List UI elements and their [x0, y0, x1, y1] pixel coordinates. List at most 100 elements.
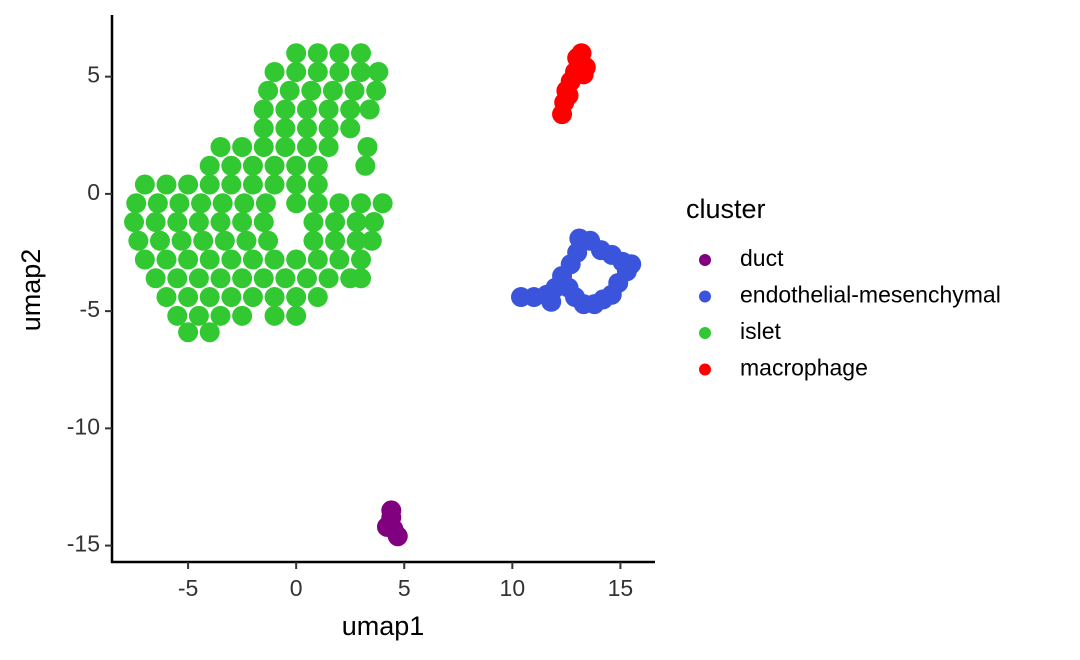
point: [275, 99, 296, 120]
point: [346, 230, 367, 251]
point: [357, 137, 378, 158]
point: [346, 212, 367, 233]
x-tick-label: -5: [178, 575, 198, 601]
point: [307, 193, 328, 214]
point: [264, 249, 285, 270]
point: [361, 230, 382, 251]
point: [147, 193, 168, 214]
point: [221, 249, 242, 270]
point: [167, 212, 188, 233]
x-axis-title: umap1: [342, 611, 425, 641]
point: [255, 193, 276, 214]
legend-marker: [699, 327, 711, 339]
point: [303, 230, 324, 251]
point: [156, 249, 177, 270]
legend-marker: [699, 254, 711, 266]
point: [340, 118, 361, 139]
x-tick-label: 15: [608, 575, 634, 601]
y-tick-label: -15: [67, 531, 100, 557]
point: [275, 137, 296, 158]
point: [351, 249, 372, 270]
point: [221, 174, 242, 195]
y-tick-label: 5: [87, 62, 100, 88]
point: [212, 193, 233, 214]
point: [242, 287, 263, 308]
point: [169, 193, 190, 214]
point: [286, 43, 307, 64]
legend-marker: [699, 290, 711, 303]
point: [134, 249, 155, 270]
point: [351, 193, 372, 214]
point: [303, 212, 324, 233]
point: [156, 287, 177, 308]
point: [307, 155, 328, 176]
point: [307, 287, 328, 308]
x-tick-label: 0: [290, 575, 303, 601]
point: [541, 291, 562, 312]
point: [344, 80, 365, 101]
point: [178, 322, 199, 343]
point: [178, 249, 199, 270]
point: [264, 174, 285, 195]
point: [253, 99, 274, 120]
point: [322, 80, 343, 101]
point: [264, 305, 285, 326]
y-axis-title: umap2: [16, 249, 46, 332]
point: [368, 61, 389, 82]
point: [301, 80, 322, 101]
point: [621, 254, 642, 275]
point: [286, 174, 307, 195]
point: [178, 287, 199, 308]
point: [199, 287, 220, 308]
point: [296, 118, 317, 139]
point: [318, 118, 339, 139]
point: [171, 230, 192, 251]
point: [264, 155, 285, 176]
point: [359, 99, 380, 120]
point: [188, 305, 209, 326]
point: [145, 268, 166, 289]
point: [329, 193, 350, 214]
point: [234, 193, 255, 214]
point: [253, 212, 274, 233]
point: [232, 305, 253, 326]
point: [191, 193, 212, 214]
point: [296, 268, 317, 289]
point: [286, 155, 307, 176]
point: [286, 193, 307, 214]
point: [167, 305, 188, 326]
point: [351, 61, 372, 82]
point: [558, 85, 579, 106]
point: [372, 193, 393, 214]
point: [149, 230, 170, 251]
point: [134, 174, 155, 195]
point: [351, 268, 372, 289]
point: [199, 249, 220, 270]
point: [286, 305, 307, 326]
point: [210, 212, 231, 233]
legend-label: duct: [740, 245, 784, 271]
point: [363, 212, 384, 233]
point: [232, 268, 253, 289]
point: [236, 230, 257, 251]
point: [221, 155, 242, 176]
point: [355, 155, 376, 176]
point: [329, 43, 350, 64]
legend-label: macrophage: [740, 355, 868, 381]
point: [199, 322, 220, 343]
y-tick-label: -10: [67, 413, 100, 439]
point: [318, 99, 339, 120]
point: [214, 230, 235, 251]
point: [340, 99, 361, 120]
point: [376, 516, 397, 537]
point: [275, 268, 296, 289]
y-tick-label: -5: [80, 296, 100, 322]
point: [188, 268, 209, 289]
point: [366, 80, 387, 101]
point: [325, 212, 346, 233]
point: [210, 268, 231, 289]
x-tick-label: 5: [398, 575, 411, 601]
point: [286, 287, 307, 308]
